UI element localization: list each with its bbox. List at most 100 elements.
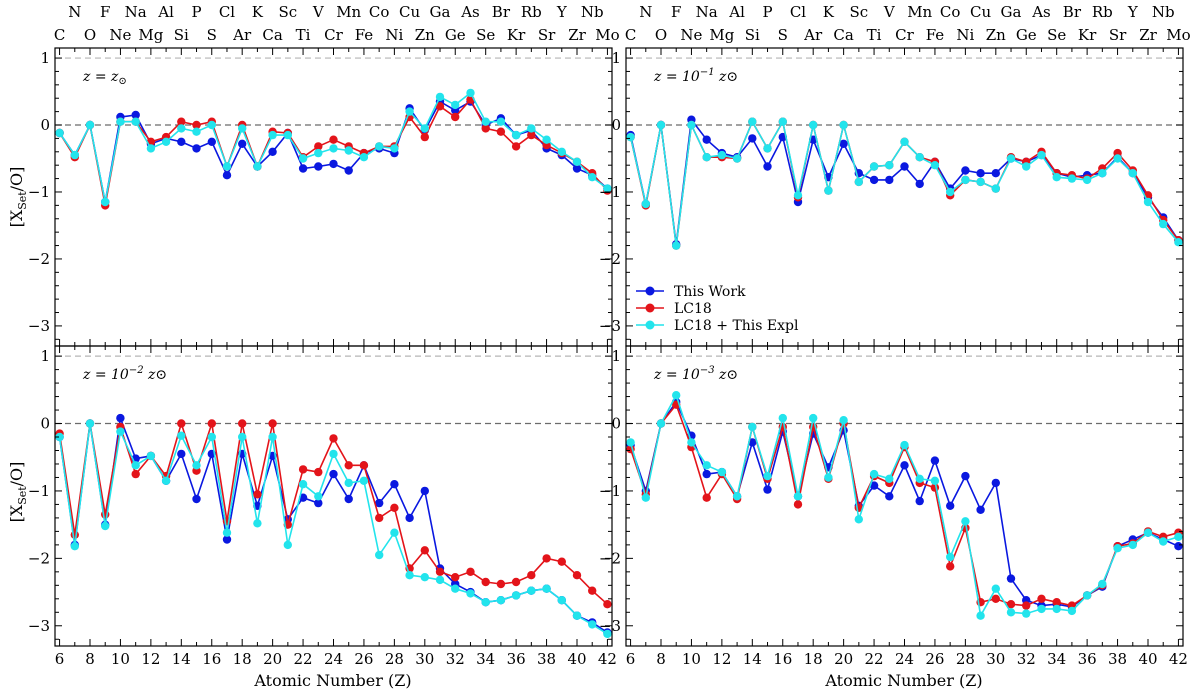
element-label-top: Y <box>556 3 568 21</box>
data-point <box>359 476 369 485</box>
y-tick-label: −3 <box>599 617 621 635</box>
data-point <box>915 153 924 162</box>
element-label-bottom: Zr <box>1139 26 1157 44</box>
x-tick-label: 24 <box>895 650 914 668</box>
data-point <box>641 493 650 502</box>
element-label-top: Cl <box>790 3 806 21</box>
data-point <box>900 137 909 146</box>
data-point <box>961 517 970 526</box>
data-point <box>511 130 521 140</box>
data-point <box>900 440 909 450</box>
data-point <box>1098 579 1107 589</box>
element-label-top: Rb <box>521 3 542 21</box>
element-label-top: V <box>883 3 896 21</box>
x-tick-label: 34 <box>476 650 495 668</box>
data-point <box>588 620 597 629</box>
data-point <box>481 598 490 607</box>
y-tick-label: −2 <box>599 549 621 567</box>
data-point <box>222 171 232 180</box>
x-tick-label: 18 <box>804 650 823 668</box>
data-point <box>131 469 140 479</box>
data-point <box>451 100 460 110</box>
data-point <box>146 144 156 153</box>
element-label-bottom: Mo <box>595 26 619 44</box>
panel-label-main: z = 10 <box>653 367 700 383</box>
data-point <box>732 492 742 501</box>
element-label-top: P <box>762 3 772 21</box>
y-axis-label-tail: /O] <box>7 462 26 487</box>
panel-bottom-left: 6 8 10 12 14 16 18 20 22 24 26 28 30 32 34 36 38 40 42−3−2… <box>28 345 617 668</box>
data-point <box>672 241 681 250</box>
data-point <box>839 139 848 148</box>
y-tick-label: 0 <box>40 116 50 134</box>
data-point <box>238 432 247 442</box>
data-point <box>976 505 985 514</box>
data-point <box>70 150 80 160</box>
data-point <box>946 501 955 510</box>
data-point <box>192 120 201 130</box>
element-label-top: N <box>639 3 652 21</box>
data-point <box>1159 219 1168 229</box>
x-tick-label: 40 <box>567 650 586 668</box>
element-label-top: P <box>191 3 201 21</box>
data-point <box>435 102 445 111</box>
x-tick-label: 20 <box>263 650 282 668</box>
data-point <box>466 589 475 598</box>
data-point <box>496 127 506 136</box>
data-point <box>161 476 171 485</box>
element-label-top: As <box>1031 3 1051 21</box>
data-point <box>375 513 384 523</box>
x-tick-label: 28 <box>956 650 975 668</box>
data-point <box>991 584 1000 593</box>
data-point <box>161 137 171 146</box>
data-point <box>1174 542 1183 551</box>
data-point <box>702 135 711 144</box>
panel-label-tail: ⊙ <box>118 76 126 87</box>
x-tick-label: 14 <box>172 650 191 668</box>
data-point <box>55 128 64 138</box>
data-point <box>390 528 399 537</box>
element-label-bottom: Ni <box>385 26 403 44</box>
panel-top-left: −3 −2 −1 0 1 z = z⊙ N F Na Al P Cl K Sc V Mn Co Cu Ga As Br R… <box>28 3 620 347</box>
data-point <box>1113 154 1122 163</box>
data-point <box>329 449 338 459</box>
data-point <box>854 177 863 187</box>
data-point <box>375 550 384 560</box>
element-label-bottom: O <box>84 26 96 44</box>
panel-label-main: z = z <box>82 69 119 85</box>
element-label-bottom: S <box>778 26 788 44</box>
y-axis-label-tail: /O] <box>7 167 26 192</box>
x-tick-label: 42 <box>1169 650 1188 668</box>
element-label-top: Na <box>696 3 718 21</box>
data-point <box>527 586 536 595</box>
data-point <box>101 197 110 207</box>
data-point <box>207 432 216 442</box>
y-axis-label-main: [X <box>7 209 26 227</box>
data-point <box>435 567 445 576</box>
data-point <box>177 419 186 428</box>
element-label-bottom: Se <box>1047 26 1066 44</box>
data-point <box>885 492 894 501</box>
data-point <box>314 148 323 158</box>
data-point <box>298 465 308 474</box>
element-label-bottom: Cr <box>324 26 343 44</box>
data-point <box>466 567 475 576</box>
data-point <box>702 153 711 162</box>
data-point <box>885 161 894 170</box>
y-tick-label: 1 <box>611 49 621 67</box>
data-point <box>207 120 216 130</box>
x-tick-label: 32 <box>1017 650 1036 668</box>
x-tick-label: 22 <box>865 650 884 668</box>
y-tick-label: 1 <box>611 347 621 365</box>
data-point <box>405 571 414 580</box>
data-point <box>748 117 757 126</box>
element-label-bottom: O <box>655 26 667 44</box>
data-point <box>131 117 140 126</box>
data-point <box>207 137 216 146</box>
x-tick-label: 20 <box>834 650 853 668</box>
data-point <box>542 135 551 144</box>
data-point <box>778 413 787 423</box>
data-point <box>626 438 635 447</box>
x-tick-label: 24 <box>324 650 343 668</box>
